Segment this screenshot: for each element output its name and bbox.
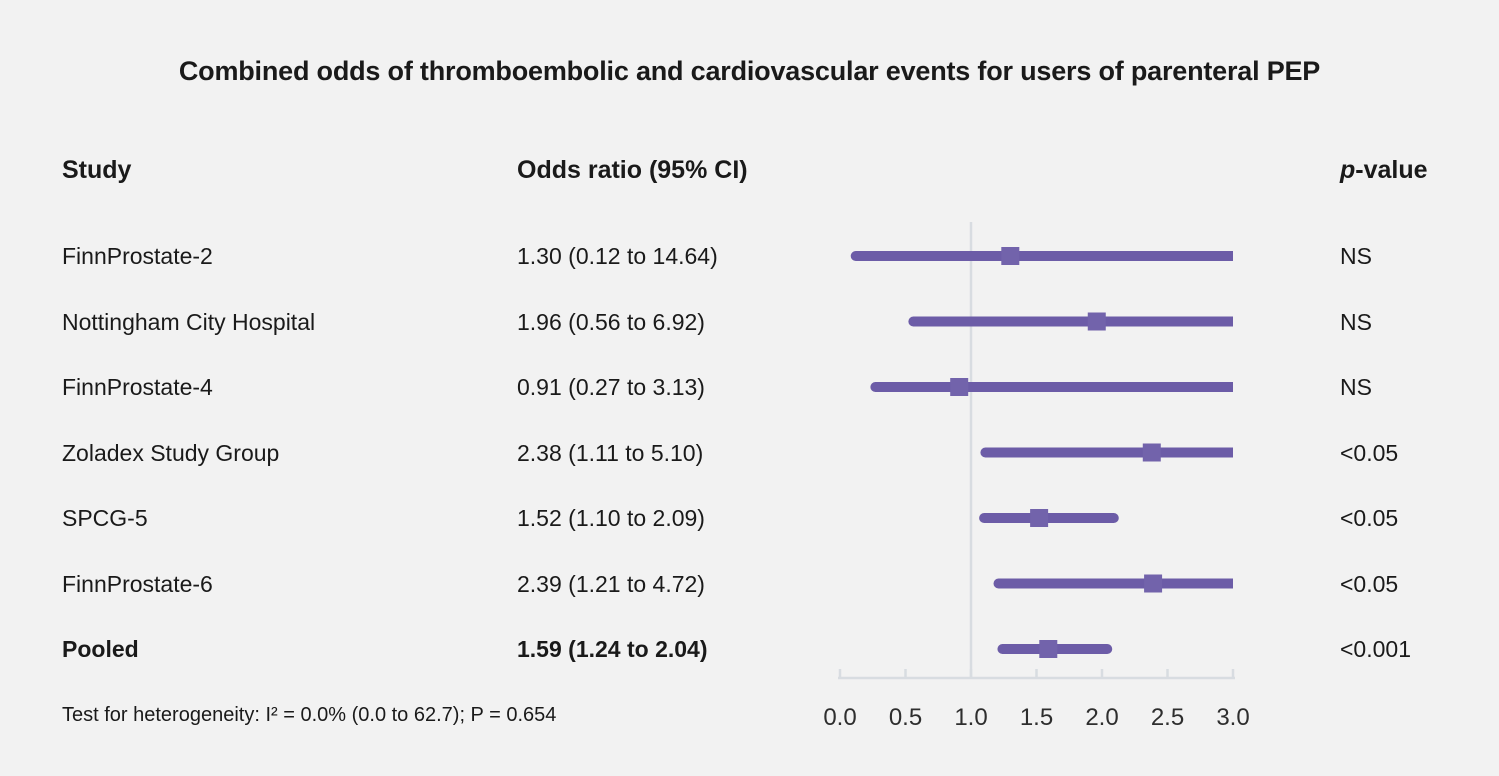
ci-cap-left bbox=[997, 644, 1008, 654]
p-value: <0.05 bbox=[1340, 570, 1399, 597]
study-name: Zoladex Study Group bbox=[62, 439, 280, 466]
x-axis-tick-label: 3.0 bbox=[1216, 704, 1249, 731]
x-axis-tick-label: 0.5 bbox=[889, 704, 922, 731]
ci-cap-left bbox=[979, 513, 990, 523]
study-name: Nottingham City Hospital bbox=[62, 308, 316, 335]
ci-cap-left bbox=[908, 316, 919, 327]
p-value: <0.05 bbox=[1340, 439, 1399, 466]
x-axis-tick-label: 1.5 bbox=[1020, 704, 1053, 731]
odds-ratio-marker bbox=[1142, 443, 1161, 462]
study-name: FinnProstate-6 bbox=[62, 570, 213, 597]
ci-cap-left bbox=[980, 447, 991, 458]
x-axis-tick-label: 2.0 bbox=[1085, 704, 1118, 731]
heterogeneity-note: Test for heterogeneity: I² = 0.0% (0.0 t… bbox=[62, 704, 557, 726]
x-axis-tick-label: 2.5 bbox=[1151, 704, 1184, 731]
study-name: Pooled bbox=[62, 636, 139, 662]
p-value: NS bbox=[1340, 374, 1372, 400]
ci-cap-right bbox=[1108, 513, 1119, 523]
p-value-italic-p: p bbox=[1340, 156, 1356, 184]
odds-ratio-marker bbox=[1144, 574, 1163, 593]
column-header-p-value: p-value bbox=[1340, 156, 1428, 185]
odds-ratio-value: 1.52 (1.10 to 2.09) bbox=[517, 505, 705, 531]
ci-cap-left bbox=[850, 251, 861, 261]
study-name: FinnProstate-2 bbox=[62, 243, 213, 269]
odds-ratio-marker bbox=[1039, 640, 1058, 658]
column-header-odds-ratio: Odds ratio (95% CI) bbox=[517, 156, 748, 184]
ci-cap-left bbox=[993, 578, 1004, 589]
odds-ratio-marker bbox=[1001, 247, 1020, 265]
chart-title: Combined odds of thromboembolic and card… bbox=[178, 56, 1321, 86]
odds-ratio-marker bbox=[1030, 509, 1049, 527]
odds-ratio-marker bbox=[950, 378, 969, 396]
odds-ratio-value: 1.30 (0.12 to 14.64) bbox=[517, 243, 718, 269]
odds-ratio-marker bbox=[1087, 312, 1106, 331]
p-value: <0.05 bbox=[1340, 505, 1399, 531]
p-value: <0.001 bbox=[1340, 636, 1411, 662]
odds-ratio-value: 0.91 (0.27 to 3.13) bbox=[517, 374, 705, 400]
ci-cap-left bbox=[870, 382, 881, 392]
odds-ratio-value: 2.38 (1.11 to 5.10) bbox=[517, 439, 704, 466]
odds-ratio-value: 2.39 (1.21 to 4.72) bbox=[517, 570, 705, 597]
x-axis-tick-label: 1.0 bbox=[954, 704, 987, 731]
p-value: NS bbox=[1340, 243, 1372, 269]
column-header-study: Study bbox=[62, 156, 132, 184]
p-value-rest: -value bbox=[1355, 156, 1428, 184]
odds-ratio-value: 1.96 (0.56 to 6.92) bbox=[517, 308, 705, 335]
study-name: FinnProstate-4 bbox=[62, 374, 213, 400]
x-axis-tick-label: 0.0 bbox=[823, 704, 856, 731]
p-value: NS bbox=[1340, 308, 1372, 335]
ci-cap-right bbox=[1102, 644, 1113, 654]
odds-ratio-value: 1.59 (1.24 to 2.04) bbox=[517, 636, 708, 662]
study-name: SPCG-5 bbox=[62, 505, 148, 531]
